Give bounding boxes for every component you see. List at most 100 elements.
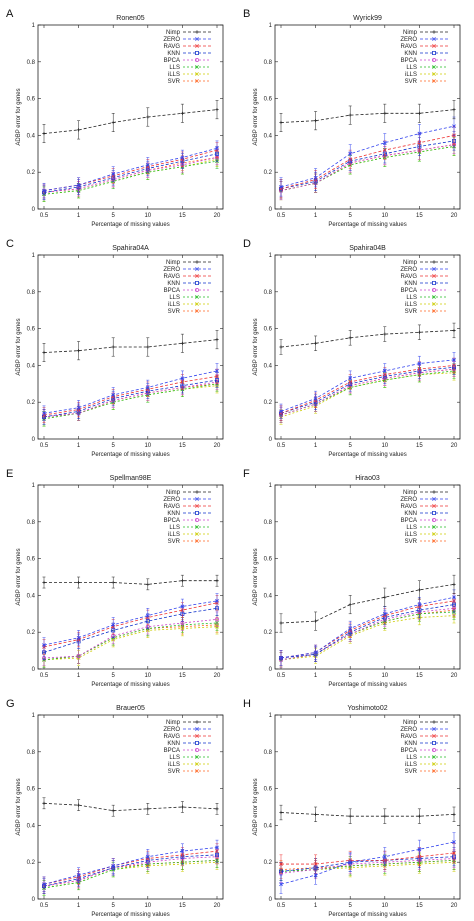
data-point [417,847,422,852]
x-tick-label: 0.5 [277,443,286,449]
data-point [452,851,456,855]
legend-label: Nimp [403,260,418,266]
legend-marker [432,30,436,34]
data-point [111,172,116,176]
series-knn [279,131,456,199]
data-point [279,621,283,625]
series-line [280,859,455,872]
chart-panel-a: A Ronen05 0 0.2 0.4 0.6 0.8 1 0.5 1 5 10 15 20 Percent… [0,0,237,230]
panel-letter: E [6,468,13,480]
legend-label: RAVG [400,734,417,740]
data-point [313,650,318,655]
legend-label: ZERO [163,267,180,273]
series-svr [42,376,219,425]
legend-marker [195,281,199,285]
legend-label: KNN [167,511,180,517]
data-point [42,882,46,887]
y-tick-label: 0.2 [264,630,273,636]
series-svr [279,361,456,423]
y-tick-label: 0.4 [264,823,273,829]
series-bpca [42,374,219,425]
data-point [452,582,456,586]
legend-label: SVR [405,769,418,775]
legend-label: ZERO [163,727,180,733]
legend-marker [432,769,436,773]
y-tick-label: 0 [269,207,273,213]
series-line [43,383,218,420]
y-tick-label: 0.8 [264,520,273,526]
data-point [111,863,116,868]
legend-marker [195,58,199,62]
series-line [280,368,455,416]
y-tick-label: 1 [32,23,36,29]
data-point [111,120,115,125]
legend-label: iLLS [405,532,417,538]
series-line [280,596,455,659]
series-nimp [42,330,219,362]
chart-title: Ronen05 [116,15,145,22]
legend-label: RAVG [400,504,417,510]
y-tick-label: 0.2 [264,400,273,406]
x-tick-label: 20 [451,443,458,449]
legend-marker [195,532,199,536]
y-tick-label: 0.2 [27,170,36,176]
panel-letter: A [6,8,14,20]
series-line [43,854,218,887]
y-tick-label: 0.4 [27,363,36,369]
chart-title: Spahira04B [349,245,386,252]
series-line [280,856,455,872]
legend-label: iLLS [405,72,417,78]
y-tick-label: 0.6 [264,97,273,103]
x-tick-label: 15 [416,903,423,909]
x-tick-label: 0.5 [40,213,49,219]
legend-label: BPCA [401,58,417,64]
series-line [280,146,455,191]
y-tick-label: 0.8 [264,60,273,66]
data-point [180,111,184,115]
legend-label: iLLS [168,302,180,308]
y-tick-label: 0.6 [27,327,36,333]
series-line [44,580,217,585]
legend-label: ZERO [163,37,180,43]
y-tick-label: 1 [32,253,36,259]
y-tick-label: 1 [32,713,36,719]
y-axis-label: ADBP error for genes [16,778,22,835]
data-point [348,860,353,865]
x-axis-label: Percentage of missing values [91,912,169,918]
x-tick-label: 15 [179,213,186,219]
data-point [215,146,219,151]
legend-marker [195,497,199,501]
legend-label: BPCA [164,518,180,524]
y-tick-label: 0.4 [264,363,273,369]
y-tick-label: 0.6 [27,557,36,563]
series-line [280,146,455,191]
chart-panel-d: D Spahira04B 0 0.2 0.4 0.6 0.8 1 0.5 1 5 10 15 20 Perc… [237,230,474,460]
series-knn [279,596,456,666]
series-line [43,149,218,191]
legend-label: KNN [404,51,417,57]
series-line [43,602,218,648]
series-line [43,618,218,659]
data-point [417,111,421,115]
data-point [215,338,219,342]
data-point [111,809,115,813]
data-point [382,369,387,373]
x-axis-label: Percentage of missing values [328,682,406,688]
x-tick-label: 1 [77,903,81,909]
legend-marker [432,51,436,55]
plot-frame [274,24,461,210]
legend-marker [195,274,199,278]
x-tick-label: 15 [179,443,186,449]
series-ravg [279,843,456,874]
data-point [279,345,283,349]
x-tick-label: 10 [381,673,388,679]
legend-marker [195,490,199,494]
x-tick-label: 1 [77,213,81,219]
data-point [215,369,219,373]
legend-marker [432,755,436,759]
y-tick-label: 0.8 [27,60,36,66]
series-line [280,144,455,191]
legend-label: KNN [404,511,417,517]
